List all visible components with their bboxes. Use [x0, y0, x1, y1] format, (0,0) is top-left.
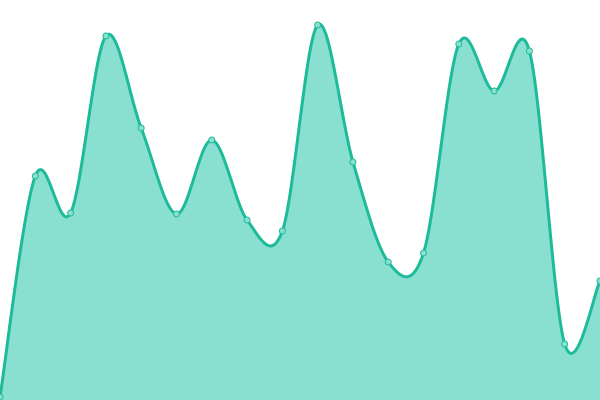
data-point: [561, 340, 569, 348]
data-point: [525, 47, 533, 55]
data-point: [384, 258, 392, 266]
data-point: [172, 210, 180, 218]
data-point: [455, 40, 463, 48]
data-point: [349, 158, 357, 166]
data-point: [31, 172, 39, 180]
data-point: [0, 393, 4, 400]
data-point: [596, 277, 600, 285]
data-point: [314, 21, 322, 29]
data-point-markers: [0, 21, 600, 400]
data-point: [243, 216, 251, 224]
data-point: [490, 87, 498, 95]
data-point: [420, 249, 428, 257]
data-point: [278, 227, 286, 235]
data-point: [67, 209, 75, 217]
data-point: [137, 124, 145, 132]
series-line: [0, 22, 600, 398]
area-fill: [0, 24, 600, 400]
data-point: [102, 32, 110, 40]
data-point: [208, 136, 216, 144]
